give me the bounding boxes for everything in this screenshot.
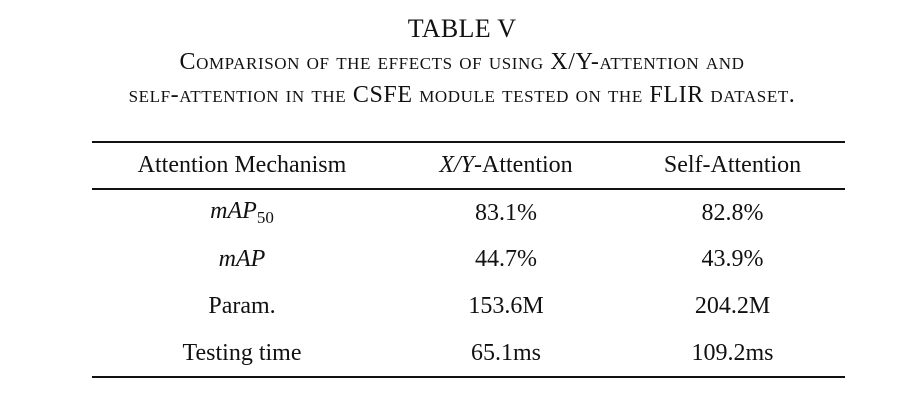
table-row: Param. 153.6M 204.2M [92, 283, 845, 330]
header-self-attention: Self-Attention [620, 141, 845, 190]
cell-self-attention: 204.2M [694, 293, 771, 319]
cell-self-attention: 109.2ms [620, 330, 845, 378]
row-label-map50: mAP50 [92, 189, 392, 236]
map50-main: mAP [210, 198, 257, 224]
cell-xy-attention: 83.1% [475, 199, 537, 226]
xy-suffix: -Attention [474, 152, 573, 178]
cell-xy-attention: 65.1ms [392, 330, 620, 378]
table-number: TABLE V [407, 14, 517, 43]
table-title-line-1: Comparison of the effects of using X/Y-a… [179, 49, 745, 75]
table-row: Testing time 65.1ms 109.2ms [92, 330, 845, 378]
header-attention-mechanism: Attention Mechanism [92, 141, 392, 190]
table-title-line-2: self-attention in the CSFE module tested… [128, 82, 796, 108]
map-symbol: mAP [218, 246, 266, 272]
cell-self-attention: 43.9% [701, 246, 764, 272]
header-xy-attention: X/Y-Attention [392, 141, 620, 190]
header-row: Attention Mechanism X/Y-Attention Self-A… [92, 141, 845, 190]
cell-xy-attention: 153.6M [468, 293, 544, 319]
table-row: mAP50 83.1% 82.8% [92, 189, 845, 236]
row-label-map: mAP [92, 236, 392, 283]
row-label-testing-time: Testing time [92, 330, 392, 378]
xy-symbol: X/Y [439, 152, 475, 178]
comparison-table: Attention Mechanism X/Y-Attention Self-A… [92, 141, 845, 378]
table-row: mAP 44.7% 43.9% [92, 236, 845, 283]
map50-subscript: 50 [256, 208, 274, 227]
cell-xy-attention: 44.7% [475, 246, 537, 272]
cell-self-attention: 82.8% [701, 199, 764, 226]
row-label-param: Param. [208, 293, 276, 319]
map50-symbol: mAP50 [210, 198, 274, 227]
